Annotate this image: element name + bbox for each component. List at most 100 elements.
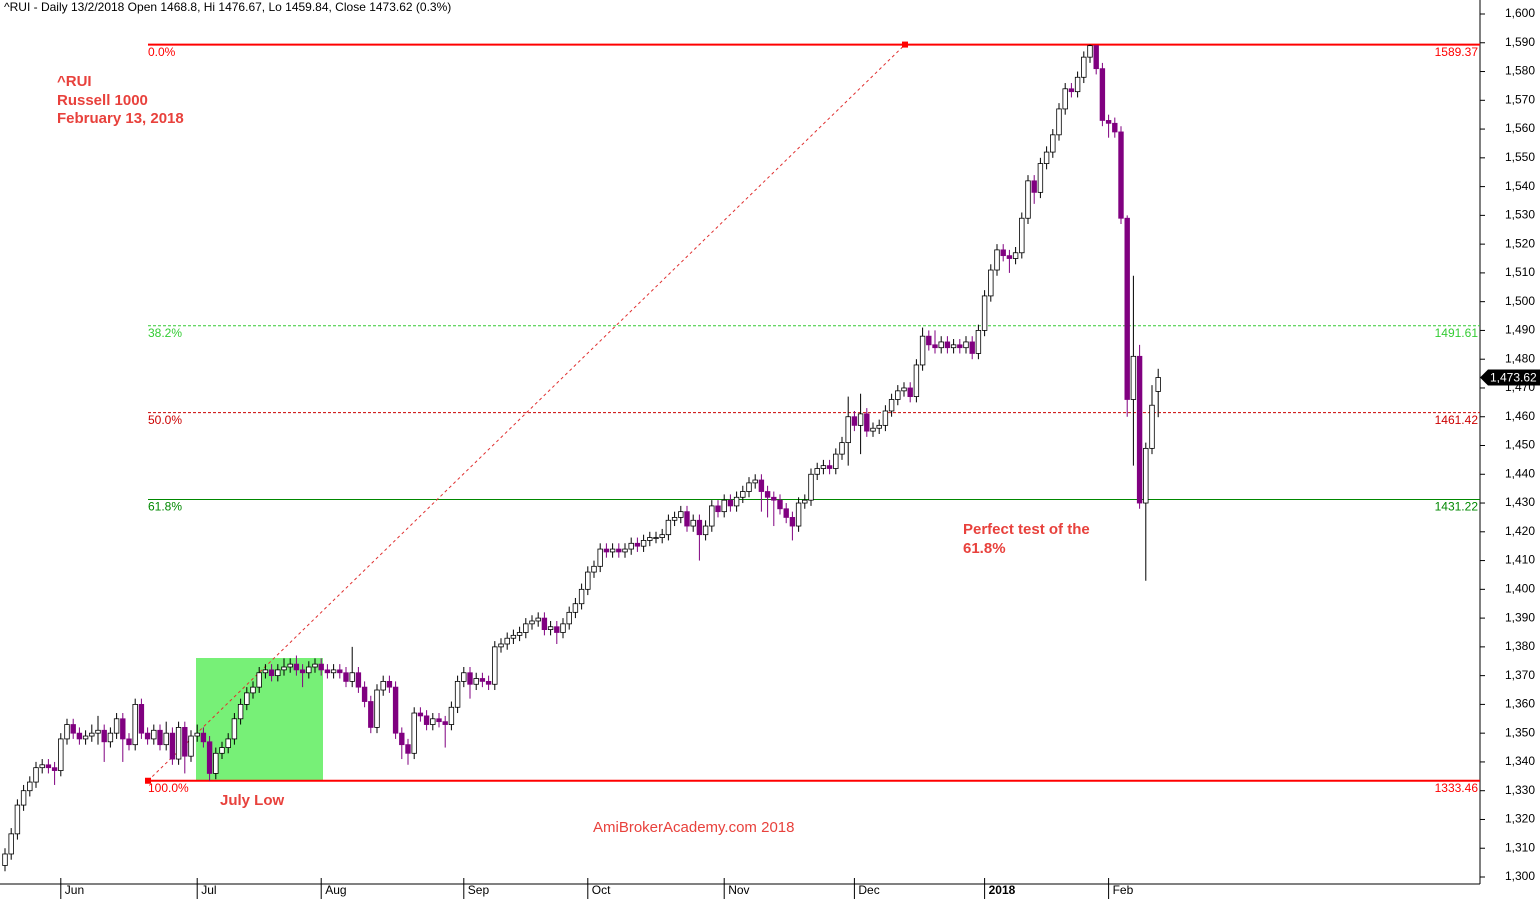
y-tick-label: 1,500 xyxy=(1505,294,1535,308)
candle-body xyxy=(1031,180,1037,193)
y-tick-label: 1,560 xyxy=(1505,121,1535,135)
candle-body xyxy=(975,330,982,354)
candle-body xyxy=(2,853,8,866)
candle-body xyxy=(361,686,368,702)
y-tick-label: 1,430 xyxy=(1505,495,1535,509)
candle-body xyxy=(492,646,498,685)
candle-body xyxy=(194,732,200,737)
candle-body xyxy=(808,473,814,501)
candle-body xyxy=(498,643,504,648)
candle-body xyxy=(740,491,746,498)
candle-body xyxy=(566,611,572,625)
annotation: February 13, 2018 xyxy=(57,110,184,127)
y-tick-label: 1,490 xyxy=(1505,323,1535,337)
y-tick-label: 1,370 xyxy=(1505,668,1535,682)
candle-body xyxy=(1043,151,1050,164)
candle-body xyxy=(182,727,188,757)
candle-body xyxy=(448,706,455,725)
watermark: AmiBrokerAcademy.com 2018 xyxy=(593,819,794,836)
y-tick-label: 1,400 xyxy=(1505,582,1535,596)
candle-body xyxy=(746,482,752,492)
fib-value: 1491.61 xyxy=(1435,326,1479,340)
candle-body xyxy=(622,548,628,553)
candle-body xyxy=(1000,249,1006,257)
candle-body xyxy=(1124,217,1130,400)
candle-body xyxy=(39,764,45,769)
candle-body xyxy=(64,724,70,740)
candle-body xyxy=(907,387,913,397)
y-tick-label: 1,440 xyxy=(1505,466,1535,480)
candle-body xyxy=(1056,108,1062,136)
candle-body xyxy=(783,508,789,518)
candle-body xyxy=(324,669,331,674)
y-tick-label: 1,580 xyxy=(1505,64,1535,78)
candle-body xyxy=(399,732,405,746)
candle-body xyxy=(932,344,938,349)
candle-body xyxy=(733,496,740,507)
candle-body xyxy=(423,715,430,725)
candle-body xyxy=(14,804,21,835)
candle-body xyxy=(20,790,27,806)
candle-body xyxy=(95,729,101,734)
fib-value: 1431.22 xyxy=(1435,500,1479,514)
candle-body xyxy=(969,341,975,354)
candle-body xyxy=(988,269,994,297)
candle-body xyxy=(1099,68,1106,121)
candle-body xyxy=(1012,252,1019,259)
candle-body xyxy=(963,341,969,349)
annotation: ^RUI xyxy=(57,73,92,90)
candle-body xyxy=(864,413,870,432)
candle-body xyxy=(888,399,895,412)
y-tick-label: 1,410 xyxy=(1505,553,1535,567)
candle-body xyxy=(380,680,386,691)
candle-body xyxy=(640,540,647,547)
candle-body xyxy=(839,442,845,455)
candle-body xyxy=(665,519,672,536)
candle-body xyxy=(857,413,864,426)
price-tag-label: 1,473.62 xyxy=(1490,371,1537,385)
candle-body xyxy=(485,680,492,685)
candle-body xyxy=(926,335,932,346)
candle-body xyxy=(144,732,151,740)
x-tick-label: Jun xyxy=(65,883,84,897)
candle-body xyxy=(950,344,957,349)
candle-body xyxy=(820,465,827,469)
candle-body xyxy=(1136,355,1143,504)
fib-value: 1461.42 xyxy=(1435,413,1479,427)
y-tick-label: 1,320 xyxy=(1505,812,1535,826)
candle-body xyxy=(876,424,882,429)
candle-body xyxy=(541,617,548,631)
candle-body xyxy=(120,718,126,740)
y-tick-label: 1,540 xyxy=(1505,179,1535,193)
candle-body xyxy=(771,496,777,501)
candle-body xyxy=(1130,355,1137,400)
annotation: 61.8% xyxy=(963,540,1006,557)
candle-body xyxy=(151,729,157,740)
candle-body xyxy=(938,341,944,349)
candle-body xyxy=(76,732,83,740)
candle-body xyxy=(417,712,424,717)
candle-body xyxy=(33,767,39,783)
annotation: July Low xyxy=(220,792,285,809)
candle-body xyxy=(349,672,355,682)
x-tick-label: Sep xyxy=(468,883,490,897)
candle-body xyxy=(795,502,802,527)
candle-body xyxy=(386,680,393,688)
candle-body xyxy=(275,669,281,677)
y-tick-label: 1,600 xyxy=(1505,6,1535,20)
candle-body xyxy=(244,692,250,705)
candle-body xyxy=(690,519,696,527)
y-tick-label: 1,300 xyxy=(1505,869,1535,883)
candle-body xyxy=(994,249,1000,271)
y-tick-label: 1,340 xyxy=(1505,754,1535,768)
y-tick-label: 1,460 xyxy=(1505,409,1535,423)
candle-body xyxy=(634,542,641,547)
y-tick-label: 1,350 xyxy=(1505,725,1535,739)
candle-body xyxy=(851,416,858,426)
candle-body xyxy=(1037,163,1044,193)
candle-body xyxy=(355,672,362,688)
candle-body xyxy=(777,499,783,510)
candle-body xyxy=(547,626,554,631)
candle-body xyxy=(58,738,64,771)
